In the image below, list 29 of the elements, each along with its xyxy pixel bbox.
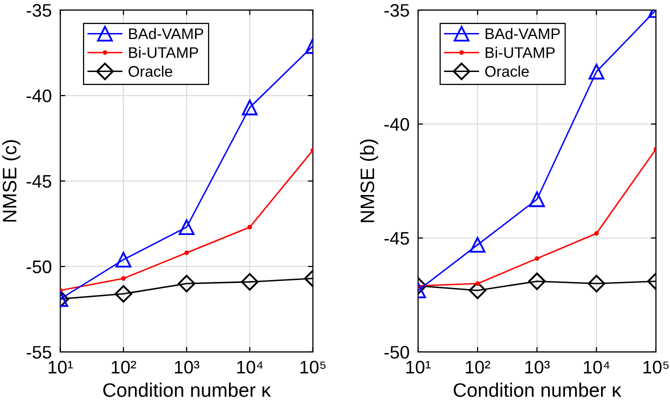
x-tick-label: 10² bbox=[112, 360, 136, 374]
y-tick-label: -35 bbox=[384, 4, 409, 17]
x-tick-label: 10⁴ bbox=[237, 360, 263, 374]
x-tick-label: 10¹ bbox=[406, 360, 431, 374]
x-axis-title: Condition number κ bbox=[103, 382, 271, 397]
legend-label: Oracle bbox=[128, 66, 172, 77]
y-tick-label: -40 bbox=[26, 89, 52, 102]
x-tick-label: 10¹ bbox=[48, 360, 73, 374]
x-axis-title: Condition number κ bbox=[454, 382, 622, 397]
y-axis-title: NMSE (c) bbox=[2, 140, 20, 222]
x-tick-label: 10² bbox=[466, 360, 490, 374]
legend-label: BAd-VAMP bbox=[486, 28, 560, 40]
y-tick-label: -55 bbox=[26, 346, 52, 359]
x-tick-label: 10⁴ bbox=[584, 360, 610, 374]
y-tick-label: -40 bbox=[384, 118, 410, 131]
legend-label: Bi-UTAMP bbox=[129, 46, 198, 58]
x-tick-label: 10³ bbox=[525, 360, 550, 374]
y-axis-title: NMSE (b) bbox=[360, 140, 378, 222]
legend-label: BAd-VAMP bbox=[129, 28, 204, 40]
y-tick-label: -35 bbox=[26, 4, 52, 17]
x-tick-label: 10⁵ bbox=[644, 360, 669, 374]
x-tick-label: 10³ bbox=[174, 360, 200, 374]
y-tick-label: -50 bbox=[384, 346, 410, 359]
y-tick-label: -45 bbox=[26, 175, 52, 188]
x-tick-label: 10⁵ bbox=[300, 360, 326, 374]
legend-label: Oracle bbox=[485, 66, 529, 77]
legend-label: Bi-UTAMP bbox=[486, 46, 555, 58]
y-tick-label: -45 bbox=[384, 232, 409, 245]
y-tick-label: -50 bbox=[26, 260, 52, 274]
